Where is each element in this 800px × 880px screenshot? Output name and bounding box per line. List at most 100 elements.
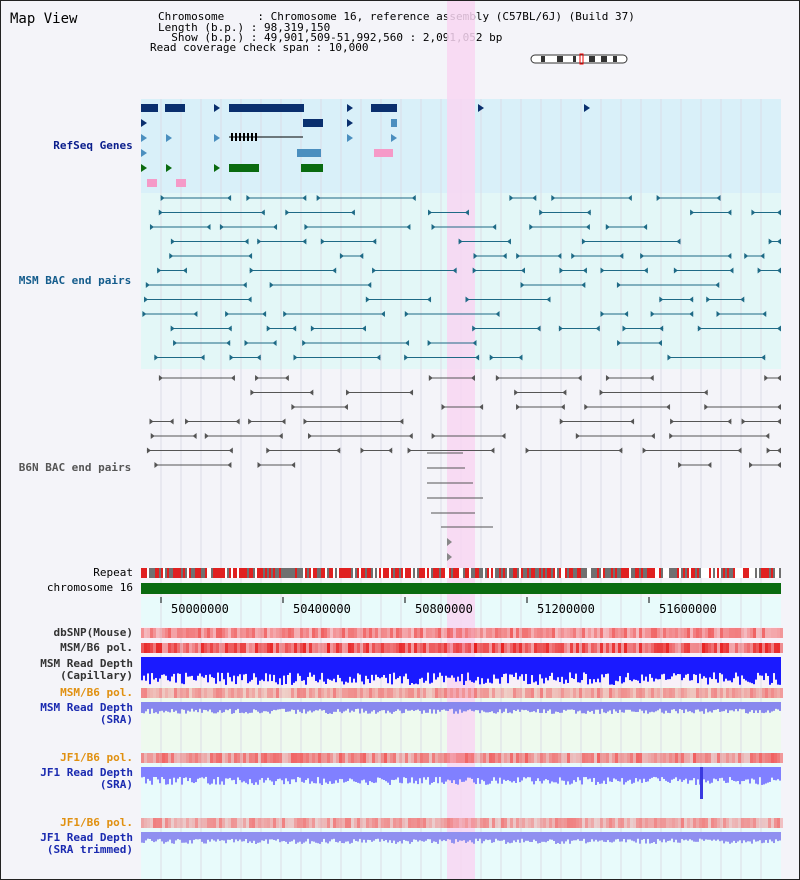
pol-bar <box>591 753 594 763</box>
jf1-depth-bar <box>755 767 757 784</box>
msm-sra-depth-bar <box>365 702 367 711</box>
pol-bar <box>345 628 348 638</box>
repeat-bar <box>535 568 537 578</box>
pol-bar <box>774 753 777 763</box>
msm-sra-depth-bar <box>159 702 161 712</box>
jf1-trim-depth-bar <box>223 832 225 841</box>
msm-sra-depth-bar <box>229 702 231 709</box>
jf1-trim-depth-bar <box>167 832 169 842</box>
repeat-bar <box>589 568 591 578</box>
msm-sra-depth-bar <box>177 702 179 714</box>
msm-sra-depth-bar <box>453 702 455 714</box>
pol-bar <box>648 688 651 698</box>
pol-bar <box>546 628 549 638</box>
repeat-bar <box>571 568 573 578</box>
repeat-bar <box>543 568 545 578</box>
jf1-depth-bar <box>203 767 205 779</box>
repeat-bar <box>273 568 275 578</box>
jf1-trim-depth-bar <box>719 832 721 842</box>
pol-bar <box>288 818 291 828</box>
msm-pair-end <box>246 195 251 201</box>
jf1-trim-depth-bar <box>743 832 745 841</box>
b6n-pair-end <box>678 462 683 468</box>
jf1-trim-depth-bar <box>485 832 487 840</box>
pol-bar <box>384 628 387 638</box>
repeat-bar <box>547 568 549 578</box>
pol-bar <box>384 753 387 763</box>
pol-bar <box>777 818 780 828</box>
jf1-trim-depth-bar <box>157 832 159 840</box>
jf1-depth-bar <box>689 767 691 781</box>
pol-bar <box>723 643 726 653</box>
msm-sra-depth-bar <box>733 702 735 712</box>
pol-bar <box>438 753 441 763</box>
repeat-bar <box>695 568 697 578</box>
pol-bar <box>780 753 783 763</box>
pol-bar <box>603 688 606 698</box>
pol-bar <box>564 688 567 698</box>
msm-depth-bar <box>507 657 509 684</box>
jf1-trim-depth-bar <box>491 832 493 843</box>
pol-bar <box>330 688 333 698</box>
pol-bar <box>510 818 513 828</box>
repeat-bar <box>235 568 237 578</box>
pol-bar <box>303 688 306 698</box>
pol-bar <box>603 643 606 653</box>
msm-depth-bar <box>175 657 177 683</box>
jf1-depth-bar <box>571 767 573 784</box>
msm-pair-end <box>502 253 507 259</box>
msm-depth-bar <box>267 657 269 682</box>
repeat-bar <box>359 568 361 578</box>
jf1-depth-bar <box>511 767 513 783</box>
msm-depth-bar <box>369 657 371 684</box>
repeat-bar <box>141 568 143 578</box>
msm-depth-bar <box>759 657 761 676</box>
jf1-trim-depth-bar <box>289 832 291 842</box>
repeat-bar <box>427 568 429 578</box>
jf1-trim-depth-bar <box>693 832 695 842</box>
msm-depth-bar <box>339 657 341 678</box>
msm-pair-end <box>581 238 586 245</box>
jf1-depth-bar <box>253 767 255 785</box>
pol-bar <box>279 643 282 653</box>
pol-bar <box>147 818 150 828</box>
msm-depth-bar <box>599 657 601 683</box>
jf1-depth-bar <box>685 767 687 779</box>
jf1-trim-depth-bar <box>445 832 447 842</box>
msm-sra-depth-bar <box>335 702 337 712</box>
jf1-depth-bar <box>229 767 231 778</box>
msm-depth-bar <box>303 657 305 681</box>
pol-bar <box>654 643 657 653</box>
pol-bar <box>690 753 693 763</box>
pol-bar <box>372 628 375 638</box>
msm-sra-depth-bar <box>623 702 625 713</box>
repeat-bar <box>765 568 767 578</box>
pol-bar <box>552 688 555 698</box>
pol-bar <box>207 688 210 698</box>
repeat-bar <box>693 568 695 578</box>
msm-depth-bar <box>193 657 195 680</box>
msm-pair-end <box>506 238 511 245</box>
jf1-trim-depth-bar <box>531 832 533 843</box>
repeat-bar <box>565 568 567 578</box>
msm-sra-depth-bar <box>455 702 457 712</box>
pol-bar <box>462 643 465 653</box>
jf1-depth-bar <box>677 767 679 782</box>
pol-bar <box>369 688 372 698</box>
jf1-depth-bar <box>225 767 227 779</box>
msm-depth-bar <box>731 657 733 683</box>
msm-depth-bar <box>229 657 231 678</box>
msm-depth-bar <box>163 657 165 675</box>
pol-bar <box>582 643 585 653</box>
pol-bar <box>294 628 297 638</box>
pol-bar <box>192 688 195 698</box>
pol-bar <box>222 818 225 828</box>
repeat-bar <box>165 568 167 578</box>
jf1-depth-bar <box>341 767 343 780</box>
chromosome-bar <box>141 583 781 594</box>
pol-bar <box>282 753 285 763</box>
pol-bar <box>522 818 525 828</box>
pol-bar <box>354 818 357 828</box>
msm-sra-depth-bar <box>217 702 219 713</box>
